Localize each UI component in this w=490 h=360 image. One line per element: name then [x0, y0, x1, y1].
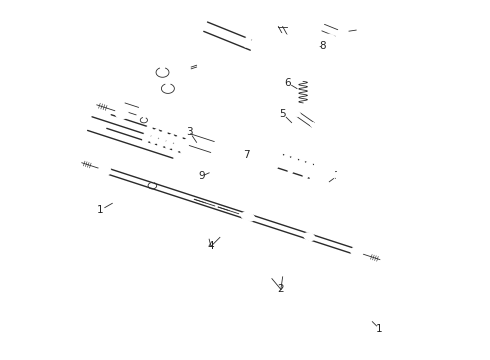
Ellipse shape	[312, 162, 320, 177]
Ellipse shape	[273, 145, 284, 171]
Circle shape	[294, 111, 300, 117]
Ellipse shape	[288, 150, 298, 176]
Ellipse shape	[245, 27, 254, 47]
Text: 9: 9	[198, 171, 204, 181]
Ellipse shape	[246, 127, 251, 131]
Text: 1: 1	[376, 324, 383, 334]
Ellipse shape	[157, 128, 167, 151]
Text: 3: 3	[186, 127, 193, 136]
Text: 6: 6	[285, 78, 292, 88]
Circle shape	[361, 163, 368, 171]
Ellipse shape	[323, 34, 336, 42]
Ellipse shape	[336, 166, 347, 183]
Ellipse shape	[273, 33, 292, 48]
Ellipse shape	[314, 33, 322, 52]
Ellipse shape	[251, 32, 259, 47]
Text: 2: 2	[277, 284, 284, 294]
Ellipse shape	[256, 32, 266, 52]
Ellipse shape	[297, 30, 305, 43]
Ellipse shape	[326, 36, 333, 41]
Ellipse shape	[304, 233, 315, 240]
Ellipse shape	[241, 127, 249, 133]
Circle shape	[115, 107, 128, 120]
Ellipse shape	[241, 212, 254, 221]
Ellipse shape	[263, 37, 271, 52]
Circle shape	[179, 84, 186, 90]
Ellipse shape	[226, 141, 260, 165]
Text: 5: 5	[279, 109, 286, 119]
Ellipse shape	[269, 37, 278, 57]
Text: 7: 7	[244, 150, 250, 160]
Text: 4: 4	[208, 241, 214, 251]
Ellipse shape	[300, 74, 306, 78]
Circle shape	[357, 160, 371, 175]
Circle shape	[175, 64, 186, 74]
Text: 8: 8	[319, 41, 325, 50]
Circle shape	[178, 66, 183, 71]
Circle shape	[176, 81, 188, 93]
Circle shape	[347, 163, 355, 171]
Ellipse shape	[302, 29, 311, 48]
Ellipse shape	[291, 24, 300, 43]
Ellipse shape	[172, 132, 182, 156]
Ellipse shape	[143, 123, 152, 146]
Ellipse shape	[309, 34, 316, 48]
Ellipse shape	[303, 154, 314, 180]
Ellipse shape	[151, 129, 159, 145]
Circle shape	[351, 246, 363, 258]
Ellipse shape	[297, 158, 305, 173]
Ellipse shape	[298, 72, 309, 80]
Text: 1: 1	[97, 206, 103, 216]
Ellipse shape	[310, 122, 316, 128]
Circle shape	[343, 160, 358, 175]
Text: 3: 3	[333, 171, 340, 181]
Circle shape	[98, 164, 111, 176]
Ellipse shape	[181, 138, 189, 155]
Ellipse shape	[166, 134, 174, 150]
Ellipse shape	[282, 153, 290, 168]
